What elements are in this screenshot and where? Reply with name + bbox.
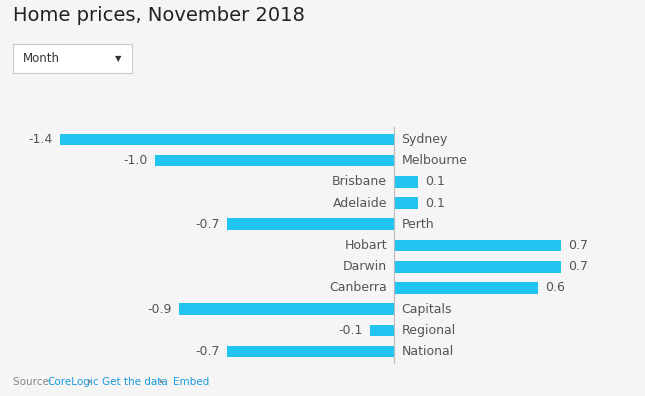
Text: Sydney: Sydney xyxy=(401,133,448,146)
Text: Source:: Source: xyxy=(13,377,55,387)
Text: 0.7: 0.7 xyxy=(568,239,588,252)
Bar xyxy=(155,155,394,166)
Text: Canberra: Canberra xyxy=(329,282,387,295)
Text: Hobart: Hobart xyxy=(344,239,387,252)
Text: •: • xyxy=(83,377,95,387)
Text: Get the data: Get the data xyxy=(102,377,168,387)
Bar xyxy=(179,303,394,315)
Bar xyxy=(227,346,394,358)
Text: Adelaide: Adelaide xyxy=(333,196,387,209)
Bar xyxy=(227,219,394,230)
Bar xyxy=(394,261,561,272)
Text: Darwin: Darwin xyxy=(343,260,387,273)
Text: Regional: Regional xyxy=(401,324,455,337)
Text: National: National xyxy=(401,345,453,358)
Text: CoreLogic: CoreLogic xyxy=(48,377,99,387)
Text: Brisbane: Brisbane xyxy=(332,175,387,188)
Text: Home prices, November 2018: Home prices, November 2018 xyxy=(13,6,305,25)
Bar xyxy=(394,176,418,188)
Bar xyxy=(394,197,418,209)
Text: -0.9: -0.9 xyxy=(148,303,172,316)
Text: -1.4: -1.4 xyxy=(28,133,52,146)
Text: 0.1: 0.1 xyxy=(425,175,445,188)
Bar xyxy=(394,240,561,251)
Text: 0.7: 0.7 xyxy=(568,260,588,273)
Text: 0.1: 0.1 xyxy=(425,196,445,209)
Text: -0.7: -0.7 xyxy=(195,218,220,231)
Bar xyxy=(394,282,537,294)
Text: -1.0: -1.0 xyxy=(124,154,148,167)
Text: Capitals: Capitals xyxy=(401,303,452,316)
Text: -0.1: -0.1 xyxy=(339,324,363,337)
Bar xyxy=(60,133,394,145)
Text: Perth: Perth xyxy=(401,218,434,231)
Text: ▼: ▼ xyxy=(115,54,121,63)
Text: Month: Month xyxy=(23,52,59,65)
Text: Embed: Embed xyxy=(173,377,209,387)
Text: 0.6: 0.6 xyxy=(544,282,564,295)
Text: •: • xyxy=(155,377,168,387)
Text: Melbourne: Melbourne xyxy=(401,154,467,167)
Text: -0.7: -0.7 xyxy=(195,345,220,358)
Bar xyxy=(370,325,394,336)
